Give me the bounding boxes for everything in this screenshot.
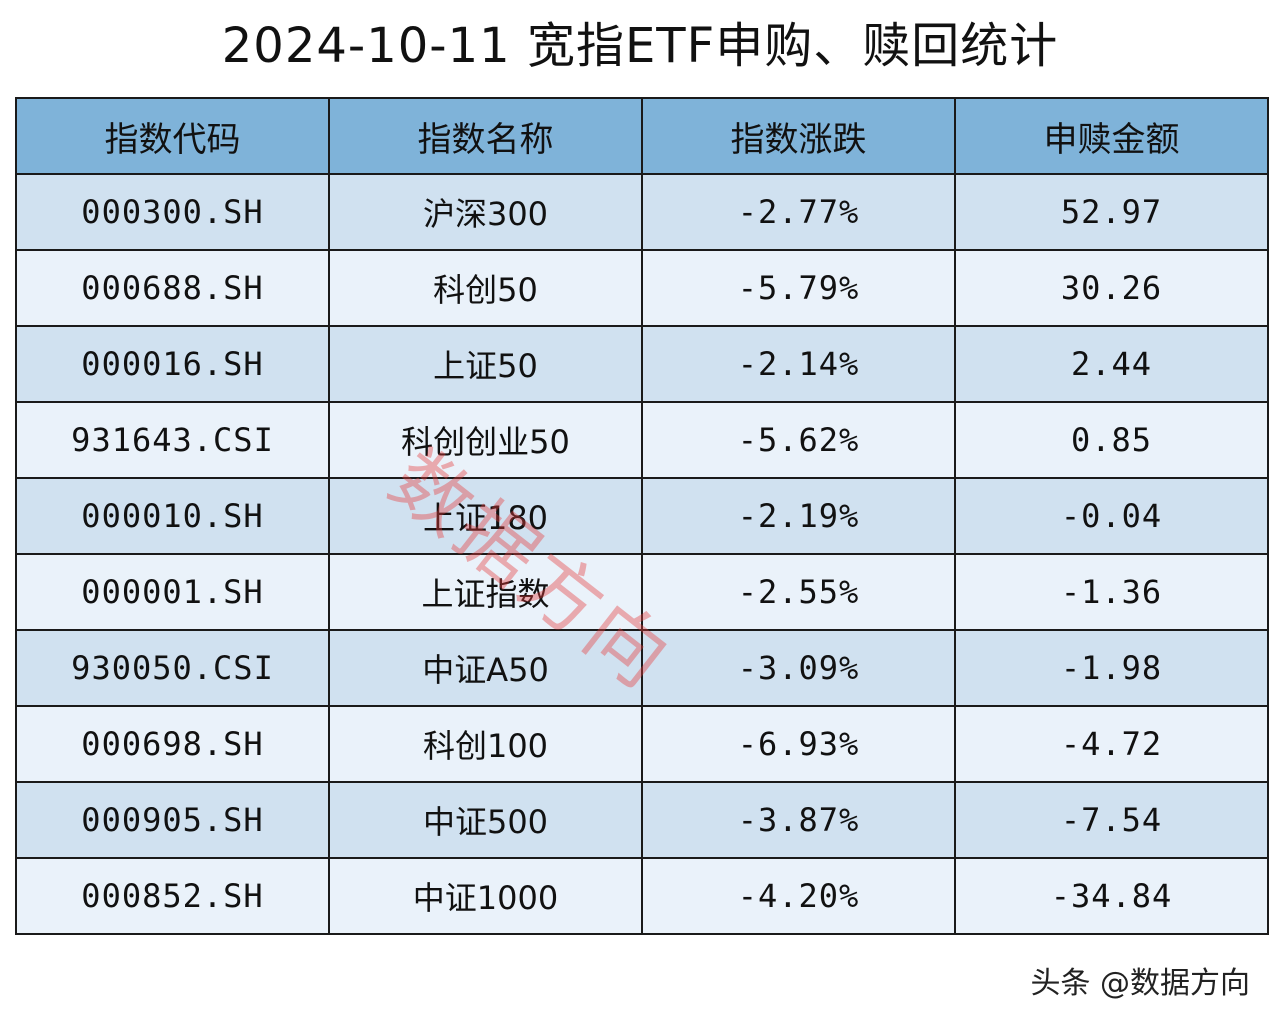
page-title: 2024-10-11 宽指ETF申购、赎回统计 <box>221 18 1059 74</box>
table-row: 000852.SH 中证1000 -4.20% -34.84 <box>15 857 1269 935</box>
table-row: 931643.CSI 科创创业50 -5.62% 0.85 <box>15 401 1269 479</box>
cell-index-name: 沪深300 <box>328 173 643 251</box>
cell-index-code: 000698.SH <box>15 705 330 783</box>
cell-index-name: 中证1000 <box>328 857 643 935</box>
cell-index-change: -2.19% <box>641 477 956 555</box>
cell-index-code: 000016.SH <box>15 325 330 403</box>
cell-index-change: -4.20% <box>641 857 956 935</box>
cell-index-change: -3.09% <box>641 629 956 707</box>
cell-index-change: -2.77% <box>641 173 956 251</box>
cell-index-code: 000010.SH <box>15 477 330 555</box>
cell-index-code: 000852.SH <box>15 857 330 935</box>
cell-index-name: 科创100 <box>328 705 643 783</box>
cell-flow-amount: -7.54 <box>954 781 1269 859</box>
etf-flow-table: 指数代码 指数名称 指数涨跌 申赎金额 000300.SH 沪深300 -2.7… <box>15 97 1269 935</box>
cell-index-change: -2.14% <box>641 325 956 403</box>
cell-index-change: -3.87% <box>641 781 956 859</box>
cell-index-name: 中证500 <box>328 781 643 859</box>
table-row: 000016.SH 上证50 -2.14% 2.44 <box>15 325 1269 403</box>
cell-index-name: 科创50 <box>328 249 643 327</box>
cell-index-change: -5.62% <box>641 401 956 479</box>
cell-flow-amount: -0.04 <box>954 477 1269 555</box>
source-credit: 头条 @数据方向 <box>1030 966 1250 1001</box>
cell-index-name: 上证180 <box>328 477 643 555</box>
table-row: 000698.SH 科创100 -6.93% -4.72 <box>15 705 1269 783</box>
table-row: 000688.SH 科创50 -5.79% 30.26 <box>15 249 1269 327</box>
cell-index-name: 上证指数 <box>328 553 643 631</box>
cell-flow-amount: 0.85 <box>954 401 1269 479</box>
table-row: 000001.SH 上证指数 -2.55% -1.36 <box>15 553 1269 631</box>
table-row: 000300.SH 沪深300 -2.77% 52.97 <box>15 173 1269 251</box>
table-row: 000010.SH 上证180 -2.19% -0.04 <box>15 477 1269 555</box>
table-row: 930050.CSI 中证A50 -3.09% -1.98 <box>15 629 1269 707</box>
cell-index-code: 930050.CSI <box>15 629 330 707</box>
table-row: 000905.SH 中证500 -3.87% -7.54 <box>15 781 1269 859</box>
cell-index-change: -6.93% <box>641 705 956 783</box>
cell-index-code: 000001.SH <box>15 553 330 631</box>
cell-index-name: 上证50 <box>328 325 643 403</box>
cell-flow-amount: -34.84 <box>954 857 1269 935</box>
cell-index-code: 000300.SH <box>15 173 330 251</box>
cell-flow-amount: -4.72 <box>954 705 1269 783</box>
cell-flow-amount: -1.98 <box>954 629 1269 707</box>
cell-index-change: -2.55% <box>641 553 956 631</box>
cell-index-code: 000905.SH <box>15 781 330 859</box>
cell-index-name: 科创创业50 <box>328 401 643 479</box>
cell-index-code: 000688.SH <box>15 249 330 327</box>
header-index-change: 指数涨跌 <box>641 97 956 175</box>
cell-index-code: 931643.CSI <box>15 401 330 479</box>
cell-index-change: -5.79% <box>641 249 956 327</box>
header-index-code: 指数代码 <box>15 97 330 175</box>
cell-index-name: 中证A50 <box>328 629 643 707</box>
table-header-row: 指数代码 指数名称 指数涨跌 申赎金额 <box>15 97 1269 175</box>
cell-flow-amount: -1.36 <box>954 553 1269 631</box>
cell-flow-amount: 52.97 <box>954 173 1269 251</box>
header-flow-amount: 申赎金额 <box>954 97 1269 175</box>
cell-flow-amount: 30.26 <box>954 249 1269 327</box>
cell-flow-amount: 2.44 <box>954 325 1269 403</box>
header-index-name: 指数名称 <box>328 97 643 175</box>
